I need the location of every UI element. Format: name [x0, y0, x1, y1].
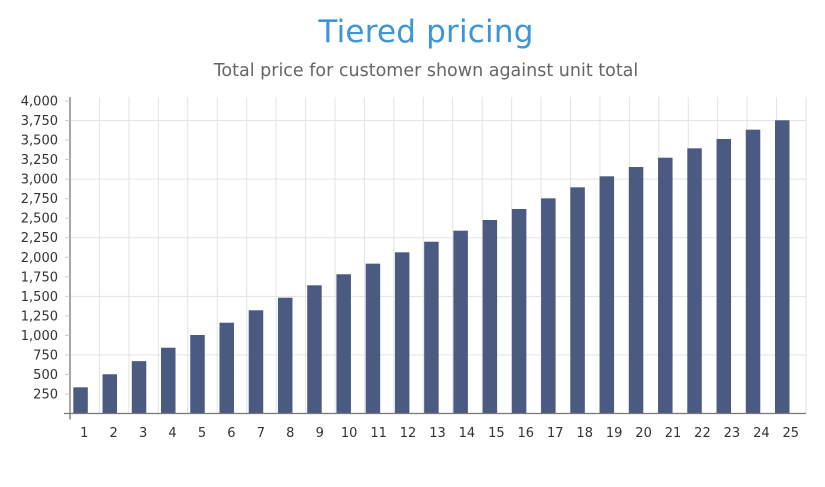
y-tick-label: 1,500: [21, 290, 58, 305]
bar: [161, 347, 176, 414]
x-tick-label: 1: [80, 426, 88, 441]
bar: [277, 297, 293, 414]
y-tick-label: 4,000: [21, 95, 58, 110]
bar: [628, 167, 644, 414]
y-tick-label: 3,500: [21, 134, 58, 149]
y-tick-label: 1,250: [21, 309, 58, 324]
bar: [745, 129, 761, 414]
chart-title: Tiered pricing: [318, 14, 534, 50]
y-axis-ticks: 250 500 750 1,000 1,250 1,500 1,750 2,000 2,250 2…: [21, 95, 70, 402]
y-tick-label: 3,000: [21, 173, 58, 188]
y-tick-label: 2,250: [21, 231, 58, 246]
x-tick-label: 13: [429, 426, 446, 441]
bar: [394, 252, 410, 414]
bar: [511, 208, 527, 414]
x-tick-label: 18: [576, 426, 593, 441]
x-tick-label: 3: [139, 426, 147, 441]
x-tick-label: 23: [724, 426, 741, 441]
bar: [716, 138, 732, 414]
y-tick-label: 2,750: [21, 192, 58, 207]
x-tick-label: 17: [547, 426, 564, 441]
x-tick-label: 19: [606, 426, 623, 441]
bar: [570, 187, 585, 414]
x-tick-label: 21: [665, 426, 682, 441]
x-tick-label: 2: [110, 426, 118, 441]
y-tick-label: 1,000: [21, 329, 58, 344]
y-tick-label: 500: [33, 368, 58, 383]
bar: [102, 374, 118, 414]
x-axis-ticks: 1 2 3 4 5 6 7 8 9 10 11 12 13 14 15 16 17 18 19 20 21 22 23 24 2…: [80, 426, 799, 441]
bar: [541, 198, 556, 414]
bar: [599, 176, 615, 414]
bar: [424, 241, 439, 414]
y-tick-label: 2,500: [21, 212, 58, 227]
x-tick-label: 9: [316, 426, 324, 441]
bar-series: [73, 120, 790, 414]
x-tick-label: 14: [459, 426, 476, 441]
x-tick-label: 12: [400, 426, 417, 441]
x-tick-label: 7: [257, 426, 265, 441]
x-tick-label: 20: [635, 426, 652, 441]
x-tick-label: 16: [518, 426, 535, 441]
y-tick-label: 250: [33, 387, 58, 402]
axes: [64, 97, 806, 420]
bar: [248, 310, 264, 414]
bar: [775, 120, 790, 414]
x-tick-label: 22: [694, 426, 711, 441]
bar: [482, 219, 498, 414]
bar: [73, 387, 88, 414]
bar: [336, 274, 351, 414]
chart-subtitle: Total price for customer shown against u…: [213, 61, 639, 81]
bar: [307, 285, 322, 414]
bar: [453, 230, 468, 414]
bar: [219, 322, 234, 414]
bar: [190, 334, 205, 414]
y-tick-label: 3,750: [21, 114, 58, 129]
x-tick-label: 6: [227, 426, 235, 441]
x-tick-label: 24: [753, 426, 770, 441]
x-tick-label: 4: [168, 426, 176, 441]
y-tick-label: 750: [33, 348, 58, 363]
x-tick-label: 5: [198, 426, 206, 441]
bar: [658, 157, 673, 414]
bar: [687, 148, 702, 414]
y-tick-label: 3,250: [21, 153, 58, 168]
x-tick-label: 15: [488, 426, 505, 441]
x-tick-label: 8: [286, 426, 294, 441]
x-tick-label: 11: [370, 426, 387, 441]
bar: [131, 361, 147, 414]
y-tick-label: 2,000: [21, 251, 58, 266]
x-tick-label: 10: [341, 426, 358, 441]
bar: [365, 263, 381, 414]
x-tick-label: 25: [783, 426, 800, 441]
y-tick-label: 1,750: [21, 270, 58, 285]
